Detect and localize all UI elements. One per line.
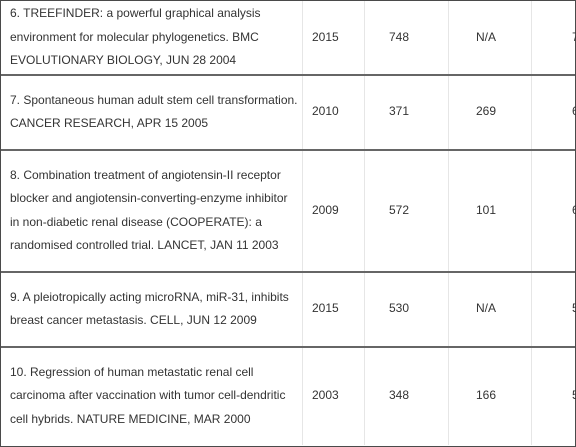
article-title-cell: 9. A pleiotropically acting microRNA, mi…: [1, 271, 303, 348]
table-row: 8. Combination treatment of angiotensin-…: [1, 149, 576, 273]
count-b-cell: 269: [448, 74, 532, 151]
count-a-cell: 572: [364, 149, 449, 273]
total-cell: 748: [531, 1, 576, 76]
year-cell: 2009: [302, 149, 365, 273]
article-title-cell: 10. Regression of human metastatic renal…: [1, 346, 303, 445]
count-b-cell: N/A: [448, 1, 532, 76]
year-cell: 2010: [302, 74, 365, 151]
count-b-cell: N/A: [448, 271, 532, 348]
article-title-cell: 8. Combination treatment of angiotensin-…: [1, 149, 303, 273]
table-row: 6. TREEFINDER: a powerful graphical anal…: [1, 1, 576, 76]
count-b-cell: 101: [448, 149, 532, 273]
table-row: 7. Spontaneous human adult stem cell tra…: [1, 74, 576, 151]
count-a-cell: 371: [364, 74, 449, 151]
year-cell: 2003: [302, 346, 365, 445]
article-title-cell: 7. Spontaneous human adult stem cell tra…: [1, 74, 303, 151]
year-cell: 2015: [302, 1, 365, 76]
total-cell: 530: [531, 271, 576, 348]
table-row: 9. A pleiotropically acting microRNA, mi…: [1, 271, 576, 348]
total-cell: 640: [531, 74, 576, 151]
article-title-cell: 6. TREEFINDER: a powerful graphical anal…: [1, 1, 303, 76]
count-a-cell: 530: [364, 271, 449, 348]
total-cell: 673: [531, 149, 576, 273]
total-cell: 514: [572, 388, 576, 403]
count-a-cell: 348: [364, 346, 449, 445]
year-cell: 2015: [302, 271, 365, 348]
table-row: 10. Regression of human metastatic renal…: [1, 346, 576, 445]
count-b-cell: 166: [448, 346, 532, 445]
count-a-cell: 748: [364, 1, 449, 76]
